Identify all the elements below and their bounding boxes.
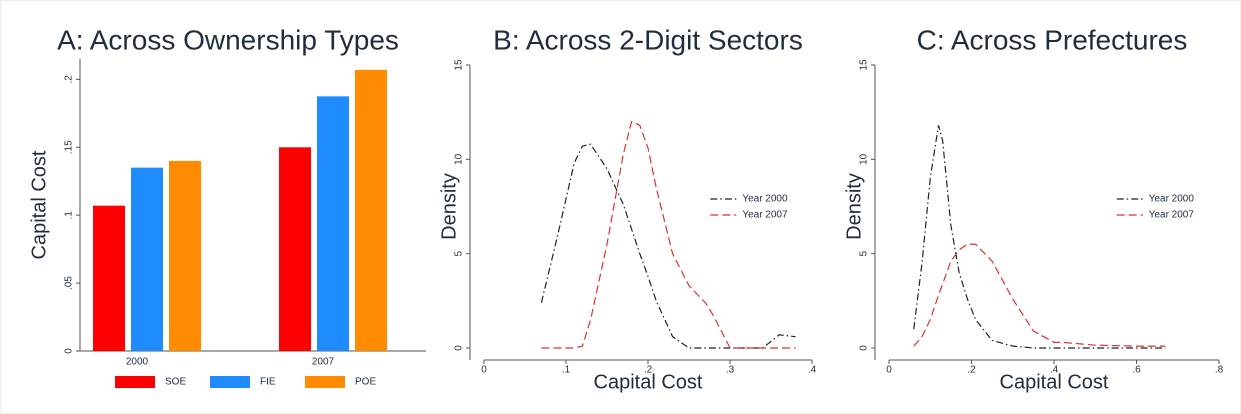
x-tick-label: .4 (1050, 365, 1059, 376)
bar (131, 167, 163, 351)
y-tick-label: 5 (859, 250, 870, 256)
chart-title: C: Across Prefectures (917, 24, 1188, 55)
legend-label: Year 2007 (742, 210, 788, 221)
x-tick-label: 0 (886, 365, 892, 376)
y-tick-label: 15 (454, 59, 465, 71)
bar (355, 69, 387, 352)
y-tick-label: 10 (454, 153, 465, 165)
density-line (913, 243, 1166, 347)
y-tick-label: .05 (64, 276, 75, 290)
x-tick-label: .8 (1215, 365, 1224, 376)
y-tick-label: 0 (64, 348, 75, 354)
x-tick-label: 2000 (126, 357, 149, 368)
x-tick-label: .4 (808, 365, 817, 376)
y-tick-label: 15 (859, 59, 870, 71)
x-axis-label: Capital Cost (1000, 371, 1109, 393)
x-tick-label: .2 (644, 365, 653, 376)
x-tick-label: .3 (726, 365, 735, 376)
x-tick-label: .2 (967, 365, 976, 376)
y-tick-label: 10 (859, 153, 870, 165)
y-tick-label: 5 (454, 250, 465, 256)
density-line (540, 143, 796, 349)
x-tick-label: 2007 (312, 357, 335, 368)
legend-label: Year 2000 (742, 194, 788, 205)
y-tick-label: .1 (64, 211, 75, 220)
y-axis-label: Capital Cost (28, 150, 50, 259)
density-line (913, 125, 1166, 349)
legend-label: FIE (260, 377, 276, 388)
bar (169, 160, 201, 351)
x-axis-label: Capital Cost (594, 371, 703, 393)
y-axis-label: Density (843, 173, 865, 240)
legend-swatch (115, 376, 155, 388)
legend-label: Year 2000 (1149, 194, 1195, 205)
legend-swatch (210, 376, 250, 388)
bar (317, 96, 349, 351)
y-axis-label: Density (438, 173, 460, 240)
x-tick-label: .1 (562, 365, 571, 376)
x-tick-label: 0 (481, 365, 487, 376)
y-tick-label: .15 (64, 140, 75, 154)
legend-label: SOE (165, 377, 186, 388)
bar (93, 205, 125, 351)
x-tick-label: .6 (1132, 365, 1141, 376)
chart-title: B: Across 2-Digit Sectors (493, 24, 803, 55)
legend-label: Year 2007 (1149, 210, 1195, 221)
y-tick-label: 0 (859, 345, 870, 351)
y-tick-label: 0 (454, 345, 465, 351)
legend-swatch (305, 376, 345, 388)
legend-label: POE (355, 377, 376, 388)
y-tick-label: .2 (64, 75, 75, 84)
chart-title: A: Across Ownership Types (57, 24, 399, 55)
density-line (541, 120, 796, 349)
bar (279, 147, 311, 351)
